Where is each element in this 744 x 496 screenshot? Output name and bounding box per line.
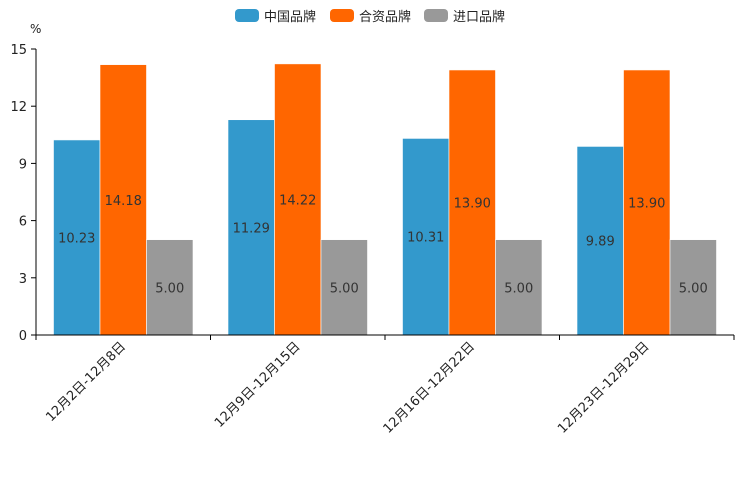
x-tick-label: 12月2日-12月8日 [43, 339, 129, 425]
bar[interactable] [576, 146, 624, 336]
bar[interactable] [495, 239, 543, 336]
data-label: 5.00 [330, 281, 359, 296]
legend-item[interactable]: 中国品牌 [235, 9, 316, 25]
x-tick-label: 12月16日-12月22日 [381, 339, 478, 436]
data-label: 13.90 [454, 196, 491, 211]
data-label: 5.00 [679, 281, 708, 296]
data-label: 14.22 [279, 193, 316, 208]
data-label: 5.00 [504, 281, 533, 296]
data-label: 13.90 [628, 196, 665, 211]
bar[interactable] [146, 239, 194, 336]
x-axis: 12月2日-12月8日 12月9日-12月15日 12月16日-12月22日 12月2… [35, 334, 735, 437]
data-label: 11.29 [233, 221, 270, 236]
x-tick-label: 12月9日-12月15日 [212, 339, 304, 431]
legend-label: 中国品牌 [264, 9, 316, 25]
y-tick-label: 6 [19, 215, 27, 230]
bars: 10.23 14.18 5.00 11.29 14.22 5.00 10.31 13.90 5.… [53, 63, 717, 336]
legend-swatch [330, 9, 354, 22]
y-tick-label: 12 [10, 100, 27, 115]
y-tick-label: 15 [10, 43, 27, 58]
bar[interactable] [99, 64, 147, 336]
bar[interactable] [448, 69, 496, 336]
bar[interactable] [320, 239, 368, 336]
data-label: 10.31 [407, 231, 444, 246]
y-tick-label: 0 [19, 329, 27, 344]
data-label: 9.89 [586, 235, 615, 250]
bar[interactable] [402, 138, 450, 336]
bar[interactable] [623, 69, 671, 336]
x-tick-label: 12月23日-12月29日 [555, 339, 652, 436]
bar[interactable] [669, 239, 717, 336]
data-label: 10.23 [58, 231, 95, 246]
data-label: 14.18 [105, 194, 142, 209]
y-tick-label: 9 [19, 157, 27, 172]
bar[interactable] [274, 63, 322, 336]
legend-label: 合资品牌 [359, 9, 411, 25]
legend-label: 进口品牌 [453, 9, 505, 25]
legend-swatch [424, 9, 448, 22]
legend-swatch [235, 9, 259, 22]
legend: 中国品牌 合资品牌 进口品牌 [235, 9, 505, 25]
y-axis-unit: % [30, 22, 41, 36]
y-tick-label: 3 [19, 272, 27, 287]
legend-item[interactable]: 进口品牌 [424, 9, 505, 25]
legend-item[interactable]: 合资品牌 [330, 9, 411, 25]
bar[interactable] [227, 119, 275, 336]
data-label: 5.00 [155, 281, 184, 296]
y-axis: 0 3 6 9 12 15 [10, 43, 37, 344]
